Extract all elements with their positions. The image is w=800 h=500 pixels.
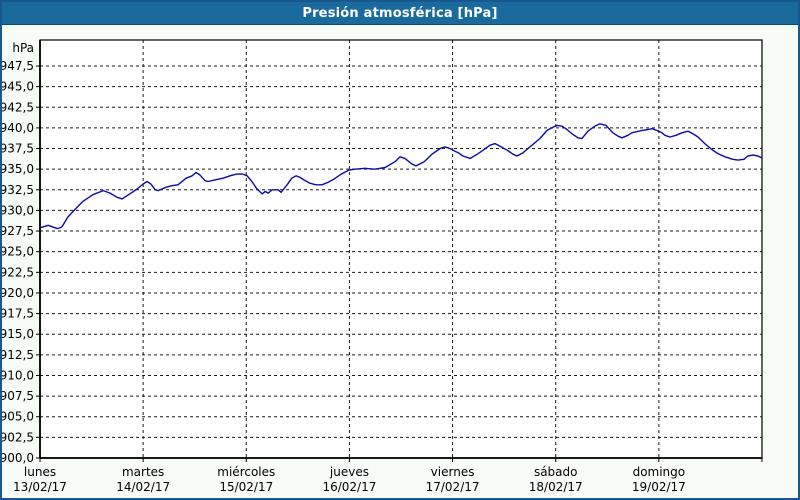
svg-text:sábado: sábado <box>534 465 578 479</box>
svg-text:910,0: 910,0 <box>2 368 34 382</box>
svg-text:905,0: 905,0 <box>2 410 34 424</box>
svg-text:15/02/17: 15/02/17 <box>219 480 273 494</box>
y-gridlines <box>36 65 762 459</box>
svg-text:915,0: 915,0 <box>2 327 34 341</box>
svg-text:947,5: 947,5 <box>2 59 34 73</box>
svg-text:945,0: 945,0 <box>2 80 34 94</box>
y-axis-unit-label: hPa <box>12 41 34 55</box>
svg-text:900,0: 900,0 <box>2 451 34 465</box>
plot-area <box>39 39 763 459</box>
y-tick-labels: 900,0 902,5 905,0 907,5 910,0 912,5 915,0 917,5… <box>2 59 34 465</box>
svg-text:martes: martes <box>122 465 164 479</box>
svg-text:18/02/17: 18/02/17 <box>529 480 583 494</box>
x-gridlines <box>39 40 763 462</box>
svg-text:927,5: 927,5 <box>2 224 34 238</box>
chart-area: 900,0 902,5 905,0 907,5 910,0 912,5 915,0 917,5… <box>2 25 798 498</box>
svg-text:942,5: 942,5 <box>2 100 34 114</box>
svg-text:925,0: 925,0 <box>2 245 34 259</box>
svg-text:912,5: 912,5 <box>2 348 34 362</box>
svg-text:932,5: 932,5 <box>2 183 34 197</box>
svg-text:domingo: domingo <box>633 465 686 479</box>
svg-text:lunes: lunes <box>24 465 56 479</box>
svg-text:907,5: 907,5 <box>2 389 34 403</box>
svg-text:miércoles: miércoles <box>217 465 275 479</box>
svg-text:922,5: 922,5 <box>2 265 34 279</box>
svg-text:940,0: 940,0 <box>2 121 34 135</box>
svg-text:937,5: 937,5 <box>2 142 34 156</box>
svg-text:920,0: 920,0 <box>2 286 34 300</box>
window-title-bar: Presión atmosférica [hPa] <box>2 2 798 25</box>
window-title: Presión atmosférica [hPa] <box>302 5 498 21</box>
svg-text:902,5: 902,5 <box>2 430 34 444</box>
svg-text:917,5: 917,5 <box>2 307 34 321</box>
svg-text:930,0: 930,0 <box>2 203 34 217</box>
pressure-chart-canvas: 900,0 902,5 905,0 907,5 910,0 912,5 915,0 917,5… <box>2 39 763 494</box>
svg-text:13/02/17: 13/02/17 <box>13 480 67 494</box>
pressure-line <box>39 123 762 230</box>
svg-text:17/02/17: 17/02/17 <box>426 480 480 494</box>
svg-text:14/02/17: 14/02/17 <box>116 480 170 494</box>
svg-text:16/02/17: 16/02/17 <box>322 480 376 494</box>
svg-text:935,0: 935,0 <box>2 162 34 176</box>
svg-text:jueves: jueves <box>329 465 369 479</box>
svg-text:viernes: viernes <box>431 465 475 479</box>
svg-text:19/02/17: 19/02/17 <box>632 480 686 494</box>
